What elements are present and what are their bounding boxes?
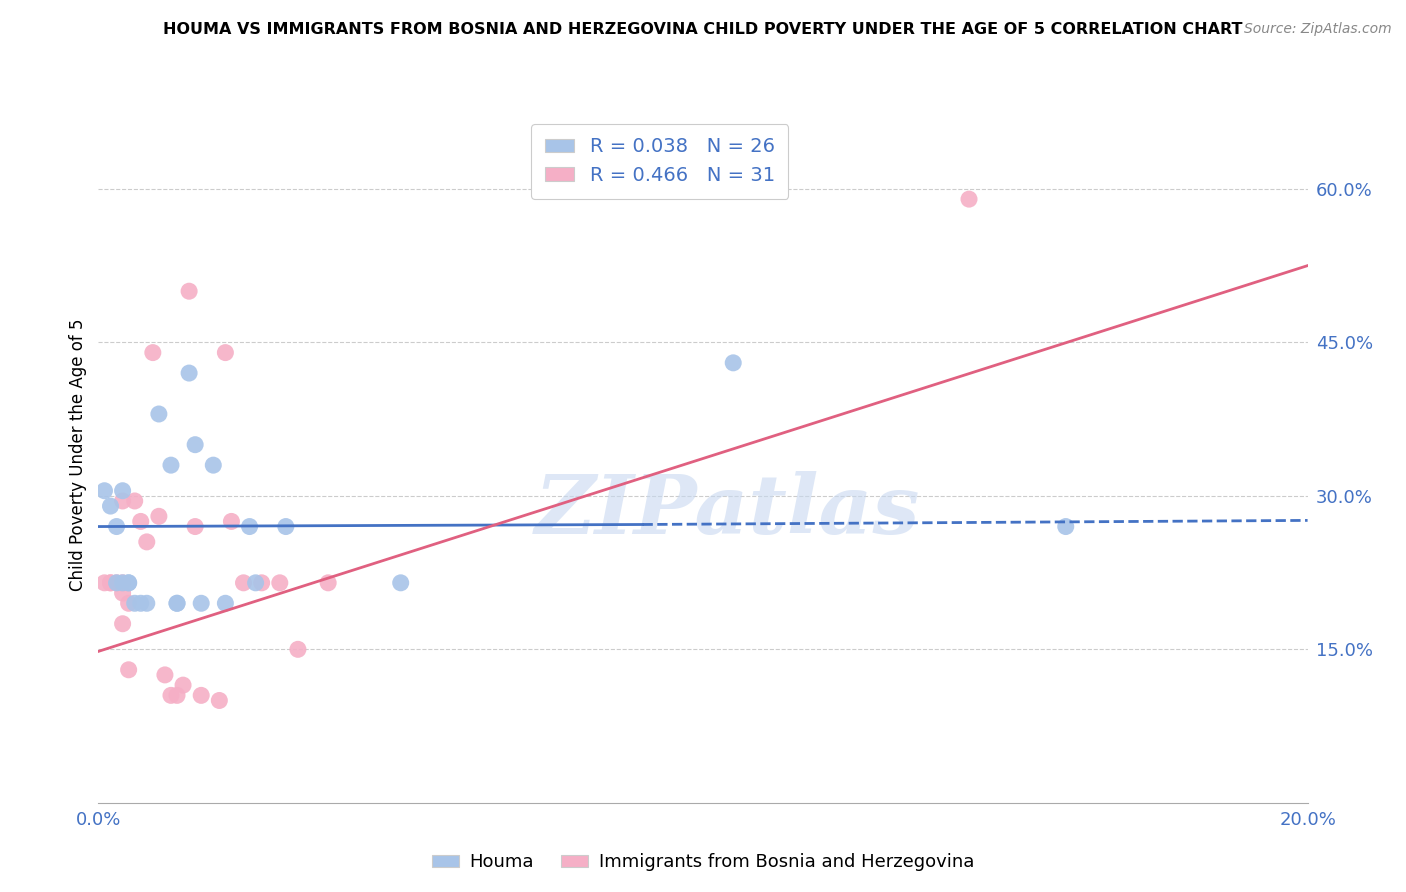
Point bbox=[118, 575, 141, 590]
Point bbox=[111, 494, 134, 508]
Point bbox=[148, 509, 170, 524]
Point bbox=[250, 575, 273, 590]
Point bbox=[184, 519, 207, 533]
Point bbox=[100, 499, 122, 513]
Point bbox=[166, 596, 188, 610]
Point bbox=[269, 575, 291, 590]
Legend: R = 0.038   N = 26, R = 0.466   N = 31: R = 0.038 N = 26, R = 0.466 N = 31 bbox=[531, 124, 789, 199]
Point bbox=[105, 519, 128, 533]
Legend: Houma, Immigrants from Bosnia and Herzegovina: Houma, Immigrants from Bosnia and Herzeg… bbox=[425, 847, 981, 879]
Point bbox=[287, 642, 309, 657]
Point bbox=[105, 575, 128, 590]
Point bbox=[160, 458, 183, 472]
Point bbox=[100, 575, 122, 590]
Point bbox=[129, 515, 152, 529]
Point bbox=[190, 689, 212, 703]
Point bbox=[208, 693, 231, 707]
Point bbox=[124, 494, 146, 508]
Point bbox=[957, 192, 980, 206]
Point bbox=[190, 596, 212, 610]
Point bbox=[232, 575, 254, 590]
Point bbox=[179, 284, 201, 298]
Point bbox=[166, 689, 188, 703]
Point bbox=[135, 535, 157, 549]
Point bbox=[274, 519, 297, 533]
Text: ZIPatlas: ZIPatlas bbox=[534, 471, 920, 550]
Point bbox=[389, 575, 412, 590]
Text: HOUMA VS IMMIGRANTS FROM BOSNIA AND HERZEGOVINA CHILD POVERTY UNDER THE AGE OF 5: HOUMA VS IMMIGRANTS FROM BOSNIA AND HERZ… bbox=[163, 22, 1243, 37]
Point bbox=[118, 663, 141, 677]
Point bbox=[179, 366, 201, 380]
Point bbox=[105, 575, 128, 590]
Point bbox=[166, 596, 188, 610]
Point bbox=[93, 483, 115, 498]
Point bbox=[148, 407, 170, 421]
Point bbox=[214, 596, 236, 610]
Point bbox=[245, 575, 267, 590]
Point bbox=[124, 596, 146, 610]
Text: Source: ZipAtlas.com: Source: ZipAtlas.com bbox=[1244, 22, 1392, 37]
Point bbox=[100, 575, 122, 590]
Point bbox=[135, 596, 157, 610]
Point bbox=[111, 586, 134, 600]
Point bbox=[239, 519, 262, 533]
Point bbox=[316, 575, 339, 590]
Point bbox=[153, 668, 176, 682]
Point bbox=[129, 596, 152, 610]
Point bbox=[214, 345, 236, 359]
Y-axis label: Child Poverty Under the Age of 5: Child Poverty Under the Age of 5 bbox=[69, 318, 87, 591]
Point bbox=[118, 596, 141, 610]
Point bbox=[111, 616, 134, 631]
Point bbox=[1054, 519, 1077, 533]
Point bbox=[142, 345, 165, 359]
Point bbox=[118, 575, 141, 590]
Point bbox=[93, 575, 115, 590]
Point bbox=[202, 458, 225, 472]
Point bbox=[111, 483, 134, 498]
Point bbox=[221, 515, 243, 529]
Point bbox=[172, 678, 194, 692]
Point bbox=[111, 575, 134, 590]
Point bbox=[723, 356, 745, 370]
Point bbox=[160, 689, 183, 703]
Point bbox=[111, 575, 134, 590]
Point bbox=[184, 438, 207, 452]
